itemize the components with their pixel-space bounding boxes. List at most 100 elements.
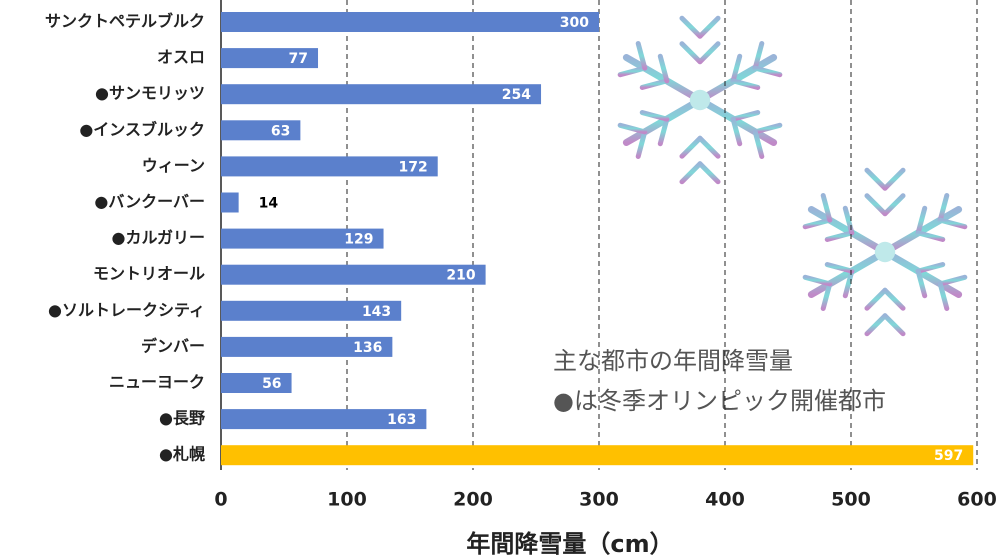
y-tick-label: ●サンモリッツ (95, 84, 205, 103)
snowflake-branch (820, 281, 833, 312)
snowflake-branch (915, 268, 928, 299)
snowflake-branch (617, 122, 648, 135)
snowflake-branch (730, 78, 761, 90)
snowflake-branch (864, 193, 888, 217)
bar (221, 409, 427, 430)
value-label: 56 (262, 376, 281, 392)
snowflake-branch (679, 15, 703, 39)
snowflake-branch (824, 230, 855, 242)
bar (221, 264, 486, 285)
snowflake-branch (882, 313, 906, 337)
x-tick-label: 500 (831, 489, 871, 511)
y-tick-label: ●インスブルック (79, 120, 205, 139)
snowflake-branch (915, 262, 946, 274)
value-label: 14 (259, 196, 279, 212)
snowflake-branch (864, 167, 888, 191)
bar (221, 445, 974, 466)
value-label: 77 (289, 51, 308, 67)
snowflake-arm (807, 248, 889, 298)
snowflake-branch (697, 15, 721, 39)
snowflake-branch (752, 122, 783, 135)
snowflake-arm (696, 96, 778, 146)
snowflake-branch (679, 161, 703, 185)
y-tick-label: ニューヨーク (109, 373, 205, 392)
x-tick-label: 300 (579, 489, 619, 511)
snowflakes (617, 11, 968, 341)
snowflake-branch (882, 287, 906, 311)
snowflake-branch (937, 281, 950, 312)
snowflake-branch (937, 192, 950, 223)
snowflake-branch (697, 135, 721, 159)
snowflake-branch (824, 262, 855, 274)
snowflake-branch (697, 161, 721, 185)
snowflake-branch (635, 40, 648, 71)
snowflake-branch (752, 40, 765, 71)
bar (221, 300, 402, 321)
snowflake-arm (881, 248, 963, 298)
y-tick-label: ●バンクーバー (94, 192, 205, 211)
snowflake-branch (639, 110, 670, 122)
annotation: ●は冬季オリンピック開催都市 (553, 387, 886, 415)
value-label: 597 (934, 448, 963, 464)
annotation: 主な都市の年間降雪量 (553, 347, 793, 375)
y-tick-label: ●ソルトレークシティ (48, 300, 205, 319)
snowflake-branch (882, 167, 906, 191)
snowflake-branch (617, 65, 648, 78)
snowflake-branch (802, 274, 833, 287)
x-tick-label: 0 (214, 489, 227, 511)
snowflake-arm (881, 206, 963, 256)
snowflake-arm (622, 96, 704, 146)
snowflake-branch (882, 193, 906, 217)
snowflake-branch (915, 230, 946, 242)
value-label: 129 (344, 232, 373, 248)
snowflake-arm (696, 54, 778, 104)
snowflake-branch (842, 268, 855, 299)
snowflake-branch (864, 313, 888, 337)
snowflake-arm (622, 54, 704, 104)
bar (221, 228, 384, 249)
x-tick-label: 200 (453, 489, 493, 511)
snowflake-branch (937, 217, 968, 230)
snowflake-branch (657, 116, 670, 147)
snowflake-branch (802, 217, 833, 230)
y-tick-label: モントリオール (93, 264, 205, 283)
snowflake-branch (752, 129, 765, 160)
bar (221, 120, 301, 141)
x-tick-label: 400 (705, 489, 745, 511)
bar (221, 373, 292, 393)
snowflake-branch (730, 110, 761, 122)
bar (221, 192, 239, 213)
y-tick-label: ●カルガリー (112, 228, 205, 247)
snowflake-branch (730, 116, 743, 147)
snowflake-center (874, 241, 896, 263)
bar (221, 156, 438, 177)
y-tick-label: ●札幌 (159, 445, 205, 464)
y-tick-label: ウィーン (142, 156, 205, 175)
snowflake-branch (937, 274, 968, 287)
value-label: 254 (502, 87, 531, 103)
snowflake-branch (730, 53, 743, 84)
snowflake-branch (915, 205, 928, 236)
y-tick-label: オスロ (157, 48, 205, 67)
bar (221, 48, 319, 69)
snowflake-arm (807, 206, 889, 256)
value-label: 163 (387, 412, 416, 428)
x-axis-label: 年間降雪量（cm） (466, 530, 673, 558)
value-label: 63 (271, 123, 290, 139)
y-tick-label: デンバー (141, 336, 205, 355)
snowflake-branch (679, 135, 703, 159)
value-label: 300 (560, 15, 589, 31)
snowflake-branch (657, 53, 670, 84)
bar (221, 12, 599, 32)
snowflake-branch (697, 41, 721, 65)
value-label: 172 (398, 159, 427, 175)
snowflake-branch (864, 287, 888, 311)
x-tick-label: 100 (327, 489, 367, 511)
bar (221, 336, 393, 357)
x-tick-label: 600 (957, 489, 997, 511)
value-label: 210 (446, 268, 475, 284)
snowflake-branch (820, 192, 833, 223)
snowflake-branch (679, 41, 703, 65)
value-label: 143 (362, 304, 391, 320)
